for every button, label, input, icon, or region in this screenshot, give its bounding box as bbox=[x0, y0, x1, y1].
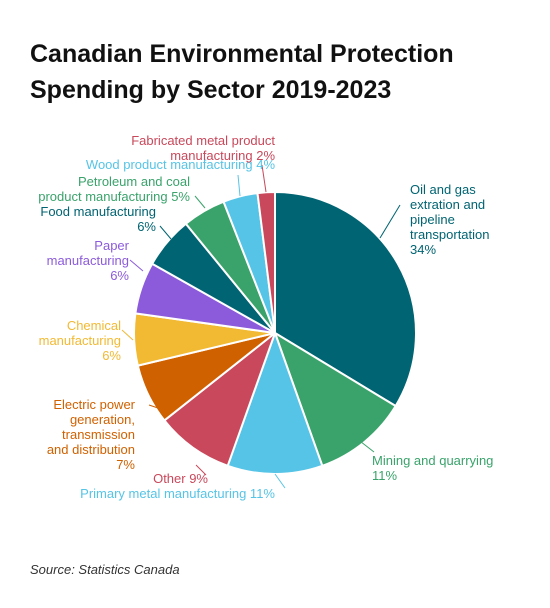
pie-slice-0 bbox=[274, 191, 417, 408]
slice-label-9-line-0: Wood product manufacturing 4% bbox=[86, 157, 276, 172]
slice-label-6: Paper manufacturing 6% bbox=[47, 238, 130, 283]
slice-label-5-line-0: Chemical bbox=[67, 318, 121, 333]
slice-label-6-line-0: Paper bbox=[94, 238, 129, 253]
pie-slice-10 bbox=[256, 191, 276, 334]
slice-label-4: Electric power generation, transmission and… bbox=[47, 397, 136, 472]
slice-label-2-line-0: Primary metal manufacturing 11% bbox=[80, 486, 275, 501]
leader-line-10 bbox=[261, 164, 267, 193]
chart-title-line-2: Spending by Sector 2019-2023 bbox=[30, 76, 392, 104]
leader-line-4 bbox=[148, 404, 159, 409]
slice-label-1: Mining and quarrying 11% bbox=[372, 453, 493, 483]
slice-label-1-line-0: Mining and quarrying bbox=[372, 453, 493, 468]
leader-line-8 bbox=[194, 195, 206, 209]
slice-label-3: Other 9% bbox=[153, 471, 208, 486]
slice-label-5-line-1: manufacturing bbox=[39, 333, 121, 348]
source-note: Source: Statistics Canada bbox=[30, 562, 180, 577]
leader-line-5 bbox=[121, 329, 134, 341]
slice-label-6-line-2: 6% bbox=[110, 268, 129, 283]
slice-label-10-line-1: manufacturing 2% bbox=[170, 148, 275, 163]
slice-label-8-line-1: product manufacturing 5% bbox=[38, 189, 190, 204]
slice-label-0-line-1: extration and bbox=[410, 197, 485, 212]
slice-label-8: Petroleum and coal product manufacturing … bbox=[38, 174, 190, 204]
slice-label-0-line-3: transportation bbox=[410, 227, 490, 242]
leader-line-6 bbox=[129, 259, 144, 272]
slice-labels: Oil and gas extration and pipeline transpor… bbox=[38, 133, 493, 501]
slice-label-0-line-0: Oil and gas bbox=[410, 182, 476, 197]
leader-line-3 bbox=[195, 464, 207, 476]
leader-line-0 bbox=[379, 204, 401, 239]
slice-label-4-line-1: generation, bbox=[70, 412, 135, 427]
pie-slices bbox=[133, 191, 417, 476]
slice-label-8-line-0: Petroleum and coal bbox=[78, 174, 190, 189]
slice-label-4-line-4: 7% bbox=[116, 457, 135, 472]
leader-line-9 bbox=[237, 174, 241, 197]
slice-label-10-line-0: Fabricated metal product bbox=[131, 133, 275, 148]
slice-label-0-line-2: pipeline bbox=[410, 212, 455, 227]
slice-label-5-line-2: 6% bbox=[102, 348, 121, 363]
slice-label-4-line-2: transmission bbox=[62, 427, 135, 442]
chart-title: Canadian Environmental Protection Spendi… bbox=[30, 36, 530, 108]
slice-label-7-line-0: Food manufacturing bbox=[40, 204, 156, 219]
slice-label-4-line-3: and distribution bbox=[47, 442, 135, 457]
slice-label-0-line-4: 34% bbox=[410, 242, 436, 257]
leader-lines bbox=[121, 164, 401, 489]
slice-label-7-line-1: 6% bbox=[137, 219, 156, 234]
pie-slice-1 bbox=[274, 332, 397, 467]
slice-label-4-line-0: Electric power bbox=[53, 397, 135, 412]
slice-label-7: Food manufacturing 6% bbox=[40, 204, 156, 234]
leader-line-1 bbox=[355, 437, 375, 453]
chart-title-line-1: Canadian Environmental Protection bbox=[30, 40, 454, 68]
slice-label-3-line-0: Other 9% bbox=[153, 471, 208, 486]
slice-label-2: Primary metal manufacturing 11% bbox=[80, 486, 275, 501]
slice-label-1-line-1: 11% bbox=[372, 468, 397, 483]
slice-label-10: Fabricated metal product manufacturing 2% bbox=[131, 133, 275, 163]
leader-line-7 bbox=[159, 225, 172, 240]
slice-label-6-line-1: manufacturing bbox=[47, 253, 129, 268]
slice-label-5: Chemical manufacturing 6% bbox=[39, 318, 122, 363]
leader-line-2 bbox=[274, 473, 286, 489]
slice-label-9: Wood product manufacturing 4% bbox=[86, 157, 276, 172]
slice-label-0: Oil and gas extration and pipeline transpor… bbox=[410, 182, 490, 257]
